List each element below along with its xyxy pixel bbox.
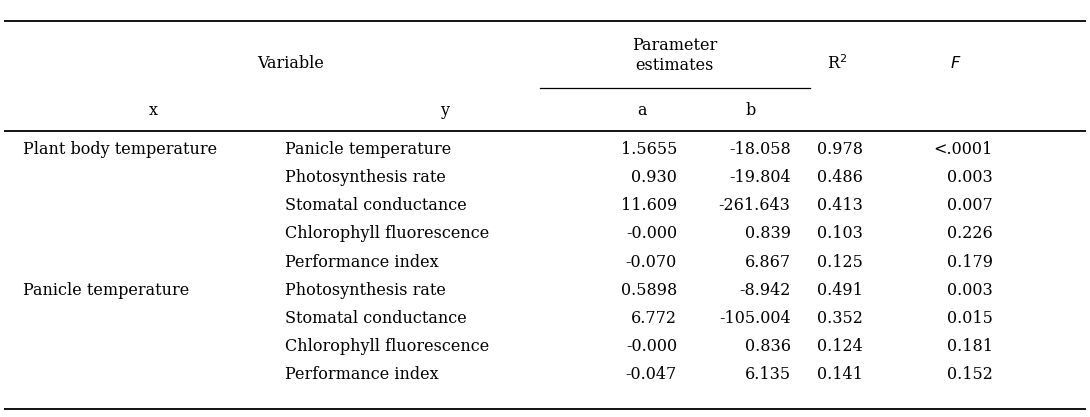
- Text: Stomatal conductance: Stomatal conductance: [286, 197, 468, 214]
- Text: Parameter: Parameter: [632, 37, 717, 53]
- Text: 0.226: 0.226: [947, 225, 993, 242]
- Text: 0.491: 0.491: [818, 282, 863, 299]
- Text: 0.015: 0.015: [947, 310, 993, 327]
- Text: b: b: [746, 102, 755, 119]
- Text: estimates: estimates: [635, 57, 714, 74]
- Text: 0.486: 0.486: [818, 169, 863, 186]
- Text: a: a: [638, 102, 647, 119]
- Text: 0.003: 0.003: [947, 282, 993, 299]
- Text: Photosynthesis rate: Photosynthesis rate: [286, 282, 446, 299]
- Text: -0.000: -0.000: [626, 338, 677, 355]
- Text: 0.839: 0.839: [744, 225, 790, 242]
- Text: Plant body temperature: Plant body temperature: [23, 141, 217, 158]
- Text: 0.152: 0.152: [947, 366, 993, 383]
- Text: 0.978: 0.978: [818, 141, 863, 158]
- Text: 1.5655: 1.5655: [620, 141, 677, 158]
- Text: R$^2$: R$^2$: [827, 54, 847, 73]
- Text: 0.103: 0.103: [818, 225, 863, 242]
- Text: 0.003: 0.003: [947, 169, 993, 186]
- Text: Photosynthesis rate: Photosynthesis rate: [286, 169, 446, 186]
- Text: Panicle temperature: Panicle temperature: [23, 282, 189, 299]
- Text: Variable: Variable: [257, 55, 324, 72]
- Text: -0.047: -0.047: [626, 366, 677, 383]
- Text: 6.135: 6.135: [744, 366, 790, 383]
- Text: -105.004: -105.004: [719, 310, 790, 327]
- Text: 6.867: 6.867: [744, 254, 790, 271]
- Text: 0.181: 0.181: [947, 338, 993, 355]
- Text: Performance index: Performance index: [286, 254, 439, 271]
- Text: Panicle temperature: Panicle temperature: [286, 141, 451, 158]
- Text: -8.942: -8.942: [739, 282, 790, 299]
- Text: 0.413: 0.413: [818, 197, 863, 214]
- Text: 0.836: 0.836: [744, 338, 790, 355]
- Text: 0.124: 0.124: [818, 338, 863, 355]
- Text: 0.179: 0.179: [947, 254, 993, 271]
- Text: 0.930: 0.930: [631, 169, 677, 186]
- Text: -18.058: -18.058: [729, 141, 790, 158]
- Text: -0.000: -0.000: [626, 225, 677, 242]
- Text: 0.125: 0.125: [818, 254, 863, 271]
- Text: y: y: [440, 102, 449, 119]
- Text: 6.772: 6.772: [631, 310, 677, 327]
- Text: $\mathit{F}$: $\mathit{F}$: [950, 55, 961, 72]
- Text: -0.070: -0.070: [626, 254, 677, 271]
- Text: x: x: [148, 102, 157, 119]
- Text: 0.141: 0.141: [818, 366, 863, 383]
- Text: 0.007: 0.007: [947, 197, 993, 214]
- Text: 11.609: 11.609: [620, 197, 677, 214]
- Text: Performance index: Performance index: [286, 366, 439, 383]
- Text: Chlorophyll fluorescence: Chlorophyll fluorescence: [286, 225, 489, 242]
- Text: <.0001: <.0001: [933, 141, 993, 158]
- Text: 0.5898: 0.5898: [620, 282, 677, 299]
- Text: 0.352: 0.352: [818, 310, 863, 327]
- Text: -19.804: -19.804: [729, 169, 790, 186]
- Text: -261.643: -261.643: [718, 197, 790, 214]
- Text: Stomatal conductance: Stomatal conductance: [286, 310, 468, 327]
- Text: Chlorophyll fluorescence: Chlorophyll fluorescence: [286, 338, 489, 355]
